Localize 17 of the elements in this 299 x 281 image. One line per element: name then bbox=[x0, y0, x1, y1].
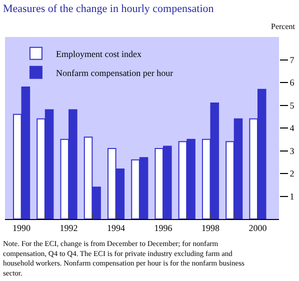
y-tick-label: 3 bbox=[290, 146, 295, 156]
x-tick-label: 2000 bbox=[248, 222, 268, 233]
y-tick-label: 1 bbox=[290, 191, 294, 202]
x-tick-label: 1990 bbox=[12, 222, 32, 233]
y-tick-label: 6 bbox=[290, 78, 295, 88]
legend-label: Employment cost index bbox=[56, 48, 142, 59]
y-tick-label: 5 bbox=[290, 100, 295, 110]
chart-title: Measures of the change in hourly compensation bbox=[2, 2, 214, 15]
y-tick-label: 7 bbox=[290, 54, 295, 65]
x-tick-label: 1992 bbox=[60, 222, 78, 233]
legend-label: Nonfarm compensation per hour bbox=[56, 68, 174, 78]
x-tick-label: 1998 bbox=[202, 222, 220, 233]
x-tick-label: 1994 bbox=[107, 222, 126, 233]
y-axis-title: Percent bbox=[271, 22, 296, 31]
y-tick-label: 4 bbox=[290, 123, 295, 134]
y-tick-label: 2 bbox=[290, 168, 294, 179]
x-tick-label: 1996 bbox=[154, 222, 173, 233]
